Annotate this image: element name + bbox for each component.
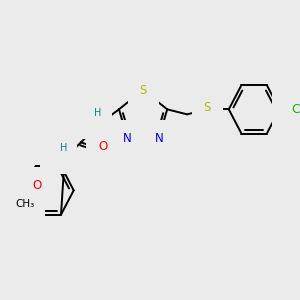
Text: H: H (60, 143, 68, 153)
Text: Cl: Cl (292, 103, 300, 116)
Text: N: N (154, 132, 163, 145)
Text: S: S (203, 101, 211, 114)
Text: S: S (140, 85, 147, 98)
Text: CH₃: CH₃ (15, 199, 34, 209)
Text: N: N (52, 149, 61, 162)
Text: N: N (123, 132, 132, 145)
Text: H: H (94, 108, 102, 118)
Text: O: O (98, 140, 107, 153)
Text: N: N (86, 114, 95, 127)
Text: O: O (32, 178, 41, 192)
